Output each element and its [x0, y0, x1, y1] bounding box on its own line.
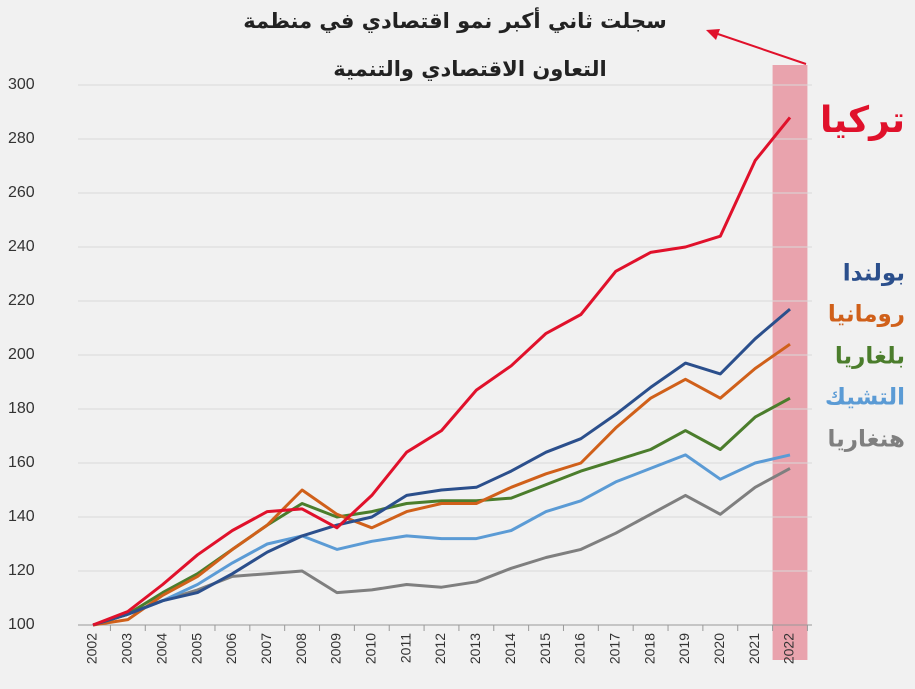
x-tick-label: 2008 [293, 633, 309, 664]
series-line [92, 116, 792, 627]
highlight-layer [78, 65, 812, 660]
series-line [92, 453, 791, 627]
x-tick-label: 2018 [641, 633, 657, 664]
y-tick-label: 100 [8, 616, 35, 633]
x-tick-label: 2006 [223, 633, 239, 664]
y-tick-label: 140 [8, 508, 35, 525]
x-tick-label: 2017 [606, 633, 622, 664]
series-label: بلغاريا [835, 344, 905, 370]
series-label: بولندا [843, 261, 905, 287]
x-tick-label: 2013 [467, 633, 483, 664]
x-tick-label: 2015 [537, 633, 553, 664]
x-tick-label: 2019 [676, 633, 692, 664]
y-tick-label: 300 [8, 76, 35, 93]
x-tick-label: 2014 [502, 633, 518, 664]
x-tick-label: 2007 [258, 633, 274, 664]
series-line [92, 467, 791, 627]
x-tick-label: 2016 [572, 633, 588, 664]
annotation-arrow [711, 31, 807, 65]
x-tick-label: 2022 [781, 633, 797, 664]
y-tick-label: 260 [8, 184, 35, 201]
x-tick-label: 2004 [153, 633, 169, 664]
annotation: سجلت ثاني أكبر نمو اقتصادي في منظمة [243, 6, 667, 34]
series-label: هنغاريا [828, 427, 905, 453]
x-tick-label: 2010 [363, 633, 379, 664]
x-tick-label: 2021 [746, 633, 762, 664]
x-tick-label: 2020 [711, 633, 727, 664]
annotation: التعاون الاقتصادي والتنمية [333, 57, 606, 82]
x-tick-label: 2005 [188, 633, 204, 664]
y-tick-label: 120 [8, 562, 35, 579]
series-label: رومانيا [828, 302, 905, 328]
x-tick-label: 2009 [328, 633, 344, 664]
y-tick-label: 220 [8, 292, 35, 309]
x-tick-label: 2003 [119, 633, 135, 664]
x-tick-label: 2011 [397, 633, 413, 663]
x-tick-label: 2012 [432, 633, 448, 664]
series-line [92, 342, 791, 627]
series-label: التشيك [825, 385, 905, 411]
series-line [92, 307, 791, 627]
y-tick-label: 200 [8, 346, 35, 363]
series-label: تركيا [820, 100, 905, 141]
y-tick-label: 160 [8, 454, 35, 471]
y-tick-label: 240 [8, 238, 35, 255]
x-tick-label: 2002 [84, 633, 100, 664]
y-tick-label: 180 [8, 400, 35, 417]
arrow-head [706, 29, 720, 40]
highlight-band [772, 65, 808, 660]
y-tick-label: 280 [8, 130, 35, 147]
